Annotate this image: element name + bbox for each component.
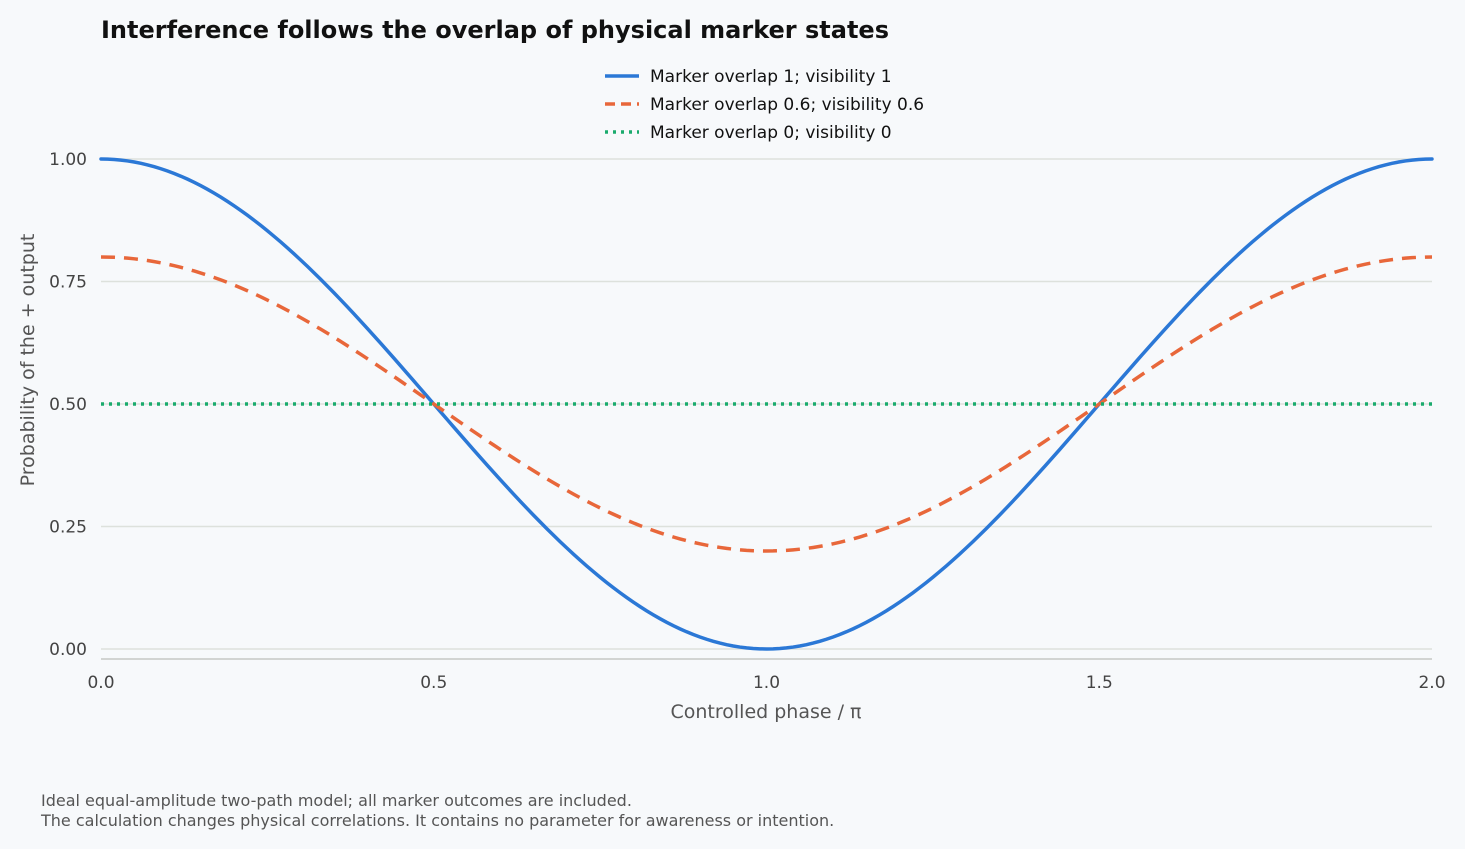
- footnote-line-1: Ideal equal-amplitude two-path model; al…: [41, 791, 632, 810]
- x-tick-label: 0.0: [87, 673, 114, 693]
- x-tick-label: 1.5: [1086, 673, 1113, 693]
- legend-label-3: Marker overlap 0; visibility 0: [650, 123, 892, 143]
- series-line-2: [100, 255, 1433, 553]
- y-tick-label: 0.00: [49, 640, 87, 660]
- series-line-1: [99, 157, 1434, 651]
- legend: Marker overlap 1; visibility 1 Marker ove…: [605, 67, 924, 143]
- y-tick-label: 0.50: [49, 395, 87, 415]
- x-tick-label: 0.5: [420, 673, 447, 693]
- legend-label-2: Marker overlap 0.6; visibility 0.6: [650, 95, 924, 115]
- chart-title: Interference follows the overlap of phys…: [101, 16, 889, 44]
- y-axis-ticks: 0.00 0.25 0.50 0.75 1.00: [49, 150, 87, 660]
- footnote-line-2: The calculation changes physical correla…: [40, 811, 834, 830]
- x-axis-label: Controlled phase / π: [670, 701, 861, 723]
- x-tick-label: 2.0: [1418, 673, 1445, 693]
- legend-label-1: Marker overlap 1; visibility 1: [650, 67, 892, 87]
- series-lines: [99, 157, 1434, 651]
- grid: [101, 158, 1432, 660]
- x-axis-ticks: 0.0 0.5 1.0 1.5 2.0: [87, 673, 1445, 693]
- y-tick-label: 0.75: [49, 273, 87, 293]
- y-tick-label: 1.00: [49, 150, 87, 170]
- y-tick-label: 0.25: [49, 518, 87, 538]
- y-axis-label: Probability of the + output: [17, 234, 39, 487]
- x-tick-label: 1.0: [753, 673, 780, 693]
